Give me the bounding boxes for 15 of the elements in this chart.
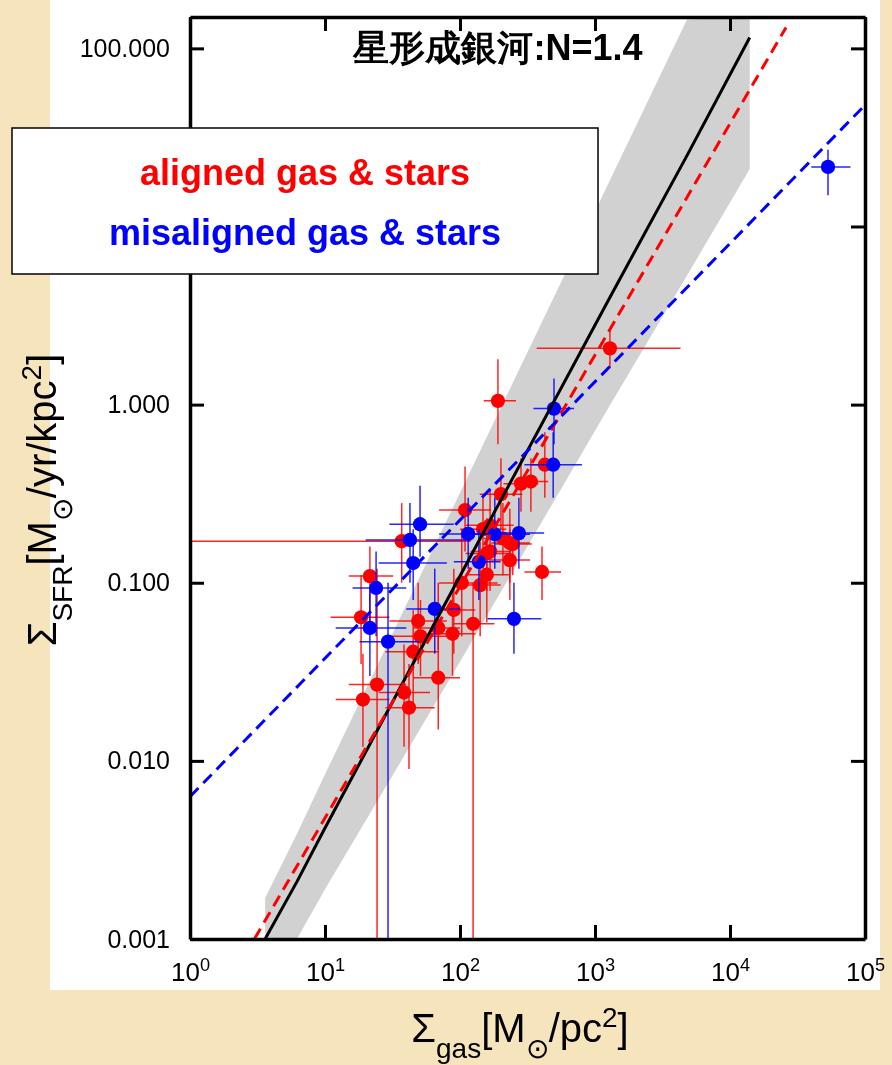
- text: aligned gas & stars: [139, 152, 471, 193]
- y-tick-label: 100.000: [79, 33, 170, 62]
- x-tick-label: 10$^{2}$: [440, 955, 481, 988]
- x-tick-label: 10$^{0}$: [170, 955, 211, 988]
- y-tick-label: 0.010: [107, 746, 170, 775]
- x-tick-label: 10$^{1}$: [305, 955, 346, 988]
- y-tick-label: 0.100: [107, 568, 170, 597]
- x-tick-label: 10$^{3}$: [575, 955, 616, 988]
- y-tick-label: 0.001: [107, 924, 170, 953]
- text: misaligned gas & stars: [108, 212, 502, 253]
- x-tick-label: 10$^{5}$: [845, 955, 886, 988]
- chart-title: 星形成銀河:N=1.4: [352, 27, 643, 68]
- y-tick-label: 1.000: [107, 390, 170, 419]
- x-tick-label: 10$^{4}$: [710, 955, 751, 988]
- x-axis-title: Σ$_{gas}$[M$_{⊙}$/pc$^{2}$]: [411, 1001, 629, 1064]
